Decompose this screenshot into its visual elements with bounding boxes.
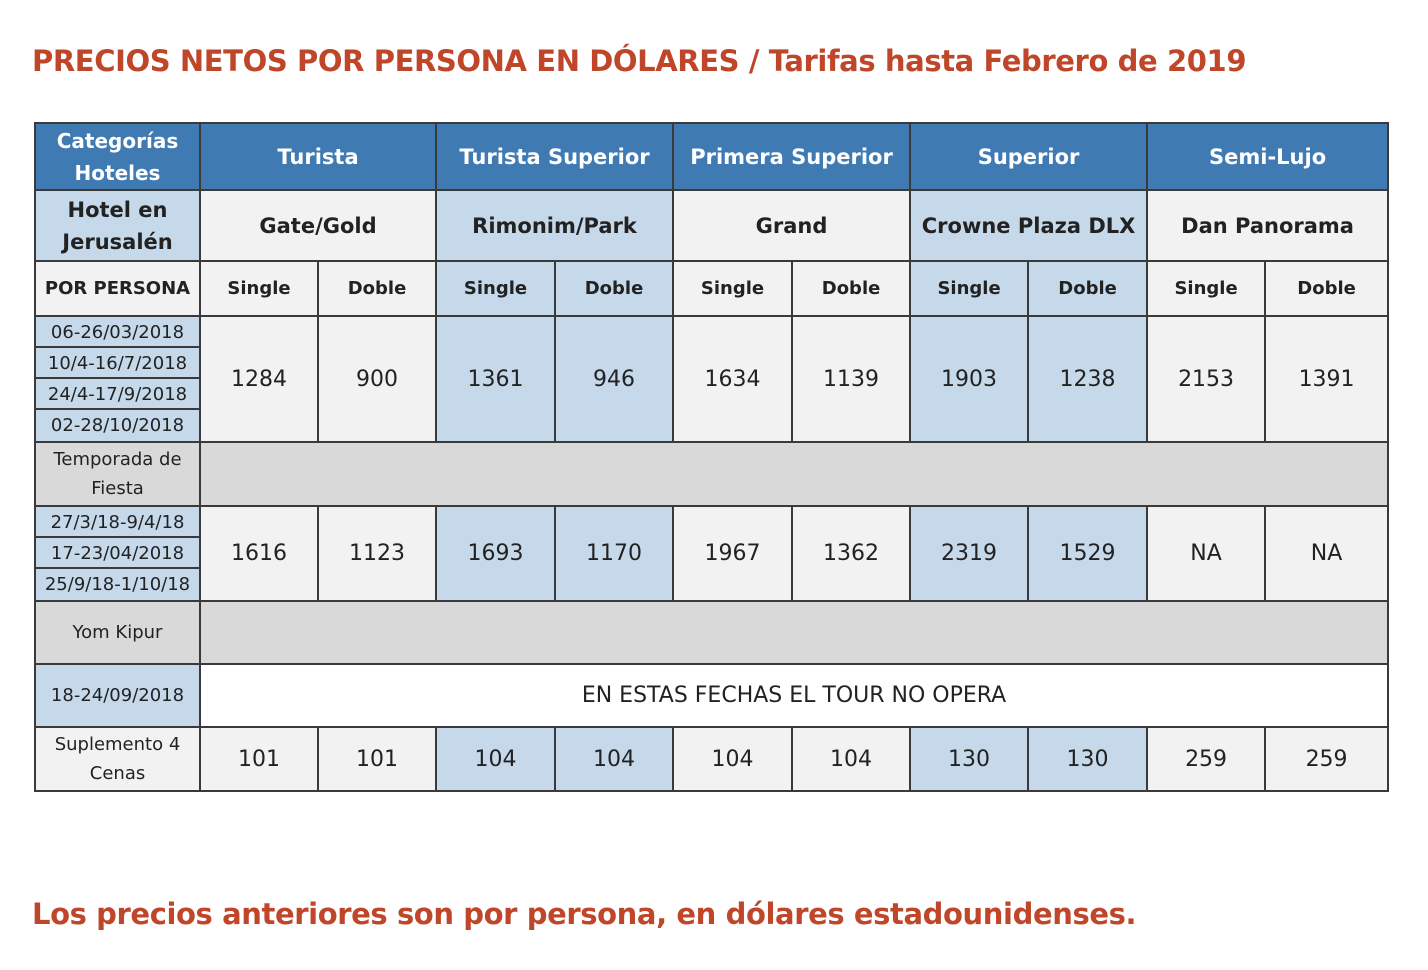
supplement-price: 259: [1146, 726, 1267, 792]
supplement-price: 101: [199, 726, 319, 792]
supplement-price: 104: [672, 726, 794, 792]
price-cell: NA: [1264, 505, 1390, 602]
date-range: 24/4-17/9/2018: [36, 379, 199, 410]
fiesta-label: Temporada de Fiesta: [34, 441, 201, 507]
price-cell: 2153: [1146, 315, 1267, 443]
price-cell: 1634: [672, 315, 794, 443]
supplement-price: 259: [1264, 726, 1390, 792]
fiesta-spacer: [198, 441, 1390, 507]
price-cell: 1391: [1264, 315, 1390, 443]
single-header: Single: [1146, 260, 1267, 317]
price-cell: 1284: [199, 315, 319, 443]
single-header: Single: [672, 260, 794, 317]
supplement-label: Suplemento 4 Cenas: [34, 726, 201, 792]
season2-row: 27/3/18-9/4/18 17-23/04/2018 25/9/18-1/1…: [34, 505, 1390, 602]
date-range: 06-26/03/2018: [36, 317, 199, 348]
supplement-price: 130: [1027, 726, 1149, 792]
price-cell: 900: [316, 315, 438, 443]
fiesta-row: Temporada de Fiesta: [34, 441, 1390, 507]
price-cell: 1238: [1027, 315, 1149, 443]
page-headline: PRECIOS NETOS POR PERSONA EN DÓLARES / T…: [32, 44, 1247, 78]
single-header: Single: [909, 260, 1030, 317]
hotel-row-label: Hotel en Jerusalén: [34, 189, 201, 262]
supplement-row: Suplemento 4 Cenas 101 101 104 104 104 1…: [34, 726, 1390, 792]
per-person-label: POR PERSONA: [34, 260, 201, 317]
price-cell: 1123: [316, 505, 438, 602]
season1-dates: 06-26/03/2018 10/4-16/7/2018 24/4-17/9/2…: [34, 315, 201, 443]
price-cell: 1362: [791, 505, 912, 602]
price-cell: 1361: [435, 315, 557, 443]
supplement-price: 104: [435, 726, 557, 792]
supplement-price: 104: [554, 726, 675, 792]
category-header: Semi-Lujo: [1146, 122, 1390, 191]
yom-kipur-row: Yom Kipur: [34, 600, 1390, 665]
price-cell: 946: [554, 315, 675, 443]
hotel-name: Crowne Plaza DLX: [909, 189, 1149, 262]
category-header: Turista: [198, 122, 438, 191]
corner-label: Categorías Hoteles: [34, 122, 201, 191]
footer-note: Los precios anteriores son por persona, …: [32, 897, 1137, 931]
yom-kipur-dates: 18-24/09/2018: [34, 663, 201, 728]
supplement-price: 130: [909, 726, 1030, 792]
price-cell: 1693: [435, 505, 557, 602]
price-cell: 1170: [554, 505, 675, 602]
hotel-name: Grand: [672, 189, 912, 262]
single-header: Single: [435, 260, 557, 317]
double-header: Doble: [791, 260, 912, 317]
price-cell: 1967: [672, 505, 794, 602]
price-cell: 2319: [909, 505, 1030, 602]
yom-kipur-spacer: [198, 600, 1390, 665]
no-operation-row: 18-24/09/2018 EN ESTAS FECHAS EL TOUR NO…: [34, 663, 1390, 728]
rates-table: Categorías Hoteles Turista Turista Super…: [34, 122, 1390, 792]
hotel-name: Gate/Gold: [198, 189, 438, 262]
room-type-row: POR PERSONA Single Doble Single Doble Si…: [34, 260, 1390, 317]
date-range: 10/4-16/7/2018: [36, 348, 199, 379]
double-header: Doble: [1027, 260, 1149, 317]
category-header: Turista Superior: [435, 122, 675, 191]
single-header: Single: [199, 260, 319, 317]
category-header: Superior: [909, 122, 1149, 191]
season1-row: 06-26/03/2018 10/4-16/7/2018 24/4-17/9/2…: [34, 315, 1390, 443]
price-cell: 1616: [199, 505, 319, 602]
category-header-row: Categorías Hoteles Turista Turista Super…: [34, 122, 1390, 191]
hotel-row: Hotel en Jerusalén Gate/Gold Rimonim/Par…: [34, 189, 1390, 262]
season2-dates: 27/3/18-9/4/18 17-23/04/2018 25/9/18-1/1…: [34, 505, 201, 602]
hotel-name: Rimonim/Park: [435, 189, 675, 262]
hotel-name: Dan Panorama: [1146, 189, 1390, 262]
supplement-price: 104: [791, 726, 912, 792]
price-cell: 1903: [909, 315, 1030, 443]
date-range: 02-28/10/2018: [50, 415, 185, 436]
price-cell: 1529: [1027, 505, 1149, 602]
price-cell: 1139: [791, 315, 912, 443]
double-header: Doble: [316, 260, 438, 317]
date-range: 27/3/18-9/4/18: [36, 507, 199, 538]
category-header: Primera Superior: [672, 122, 912, 191]
no-operation-notice: EN ESTAS FECHAS EL TOUR NO OPERA: [198, 663, 1390, 728]
yom-kipur-label: Yom Kipur: [34, 600, 201, 665]
double-header: Doble: [1264, 260, 1390, 317]
date-range: 17-23/04/2018: [36, 538, 199, 569]
double-header: Doble: [554, 260, 675, 317]
supplement-price: 101: [316, 726, 438, 792]
date-range: 25/9/18-1/10/18: [44, 574, 191, 595]
price-cell: NA: [1146, 505, 1267, 602]
